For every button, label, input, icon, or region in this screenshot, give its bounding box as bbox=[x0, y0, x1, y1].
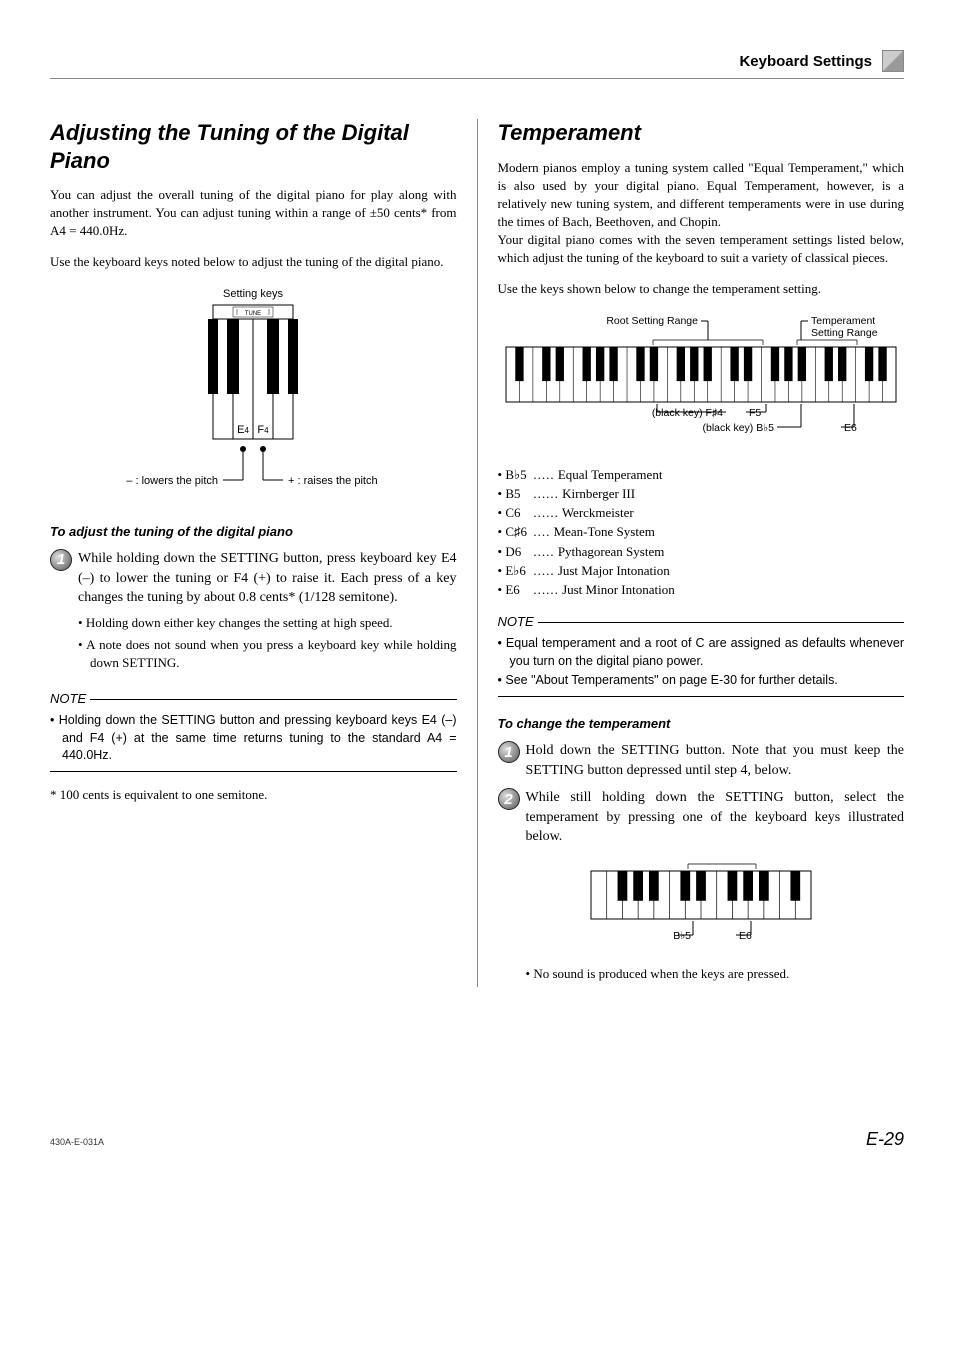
right-use-keys: Use the keys shown below to change the t… bbox=[498, 280, 905, 298]
svg-text:Setting Range: Setting Range bbox=[811, 327, 878, 339]
temper-item: D6..... Pythagorean System bbox=[498, 543, 905, 561]
step-number-icon: 1 bbox=[498, 741, 520, 763]
left-step1-text: While holding down the SETTING button, p… bbox=[78, 551, 457, 605]
left-title: Adjusting the Tuning of the Digital Pian… bbox=[50, 119, 457, 174]
right-step2-body: While still holding down the SETTING but… bbox=[526, 788, 905, 847]
footer-code: 430A-E-031A bbox=[50, 1136, 104, 1149]
header-title: Keyboard Settings bbox=[739, 51, 872, 72]
right-step2-bullet: No sound is produced when the keys are p… bbox=[526, 965, 905, 983]
e6-small-label: E6 bbox=[739, 930, 752, 942]
page-footer: 430A-E-031A E-29 bbox=[50, 1127, 904, 1152]
content-columns: Adjusting the Tuning of the Digital Pian… bbox=[50, 119, 904, 987]
left-step-1: 1 While holding down the SETTING button,… bbox=[50, 549, 457, 676]
step-number-icon: 2 bbox=[498, 788, 520, 810]
temperament-small-diagram: B♭5 E6 bbox=[586, 861, 816, 951]
raises-label: + : raises the pitch bbox=[288, 475, 378, 487]
black-bb5-label: (black key) B♭5 bbox=[702, 422, 774, 434]
right-title: Temperament bbox=[498, 119, 905, 147]
right-step1-body: Hold down the SETTING button. Note that … bbox=[526, 741, 905, 780]
left-step1-bullets: Holding down either key changes the sett… bbox=[78, 614, 457, 673]
black-f4-label: (black key) F♯4 bbox=[652, 407, 723, 419]
header-decoration bbox=[882, 50, 904, 72]
left-footnote: * 100 cents is equivalent to one semiton… bbox=[50, 786, 457, 804]
lowers-label: – : lowers the pitch bbox=[127, 475, 219, 487]
temp-range-label: Temperament bbox=[811, 315, 875, 327]
root-range-label: Root Setting Range bbox=[606, 315, 698, 327]
right-step-2: 2 While still holding down the SETTING b… bbox=[498, 788, 905, 847]
left-use-keys: Use the keyboard keys noted below to adj… bbox=[50, 253, 457, 271]
setting-keys-label: Setting keys bbox=[223, 288, 283, 300]
right-step-1: 1 Hold down the SETTING button. Note tha… bbox=[498, 741, 905, 780]
note-heading: NOTE bbox=[498, 613, 905, 631]
right-intro2: Your digital piano comes with the seven … bbox=[498, 231, 905, 267]
f5-label: F5 bbox=[749, 407, 761, 419]
page-header: Keyboard Settings bbox=[50, 50, 904, 79]
footer-page: E-29 bbox=[866, 1127, 904, 1152]
temper-item: E6...... Just Minor Intonation bbox=[498, 581, 905, 599]
e4-label: E4 bbox=[237, 424, 249, 436]
right-intro1: Modern pianos employ a tuning system cal… bbox=[498, 159, 905, 232]
right-note: Equal temperament and a root of C are as… bbox=[498, 631, 905, 697]
temper-item: E♭6..... Just Major Intonation bbox=[498, 562, 905, 580]
bb5-label: B♭5 bbox=[673, 930, 691, 942]
left-note: Holding down the SETTING button and pres… bbox=[50, 708, 457, 772]
left-intro: You can adjust the overall tuning of the… bbox=[50, 186, 457, 241]
tune-label: TUNE bbox=[245, 311, 261, 317]
e6-label: E6 bbox=[844, 422, 857, 434]
left-note-item: Holding down the SETTING button and pres… bbox=[50, 712, 457, 765]
temper-item: B5...... Kirnberger III bbox=[498, 485, 905, 503]
right-note-item: See "About Temperaments" on page E-30 fo… bbox=[498, 672, 905, 690]
temper-item: C♯6.... Mean-Tone System bbox=[498, 523, 905, 541]
right-step2-bullets: No sound is produced when the keys are p… bbox=[526, 965, 905, 983]
left-step1-bullet: Holding down either key changes the sett… bbox=[78, 614, 457, 632]
step-number-icon: 1 bbox=[50, 549, 72, 571]
temperament-list: B♭5..... Equal Temperament B5...... Kirn… bbox=[498, 466, 905, 599]
right-column: Temperament Modern pianos employ a tunin… bbox=[478, 119, 905, 987]
left-step1-bullet: A note does not sound when you press a k… bbox=[78, 636, 457, 672]
note-heading: NOTE bbox=[50, 690, 457, 708]
temper-item: C6...... Werckmeister bbox=[498, 504, 905, 522]
right-subhead: To change the temperament bbox=[498, 715, 905, 733]
temper-item: B♭5..... Equal Temperament bbox=[498, 466, 905, 484]
left-column: Adjusting the Tuning of the Digital Pian… bbox=[50, 119, 478, 987]
temperament-diagram: Root Setting Range Temperament Setting R… bbox=[501, 312, 901, 452]
right-step2-text: While still holding down the SETTING but… bbox=[526, 790, 905, 844]
f4-label: F4 bbox=[258, 424, 270, 436]
tuning-diagram: Setting keys TUNE E4 F4 bbox=[103, 285, 403, 505]
left-step1-body: While holding down the SETTING button, p… bbox=[78, 549, 457, 676]
right-note-item: Equal temperament and a root of C are as… bbox=[498, 635, 905, 670]
left-subhead: To adjust the tuning of the digital pian… bbox=[50, 523, 457, 541]
